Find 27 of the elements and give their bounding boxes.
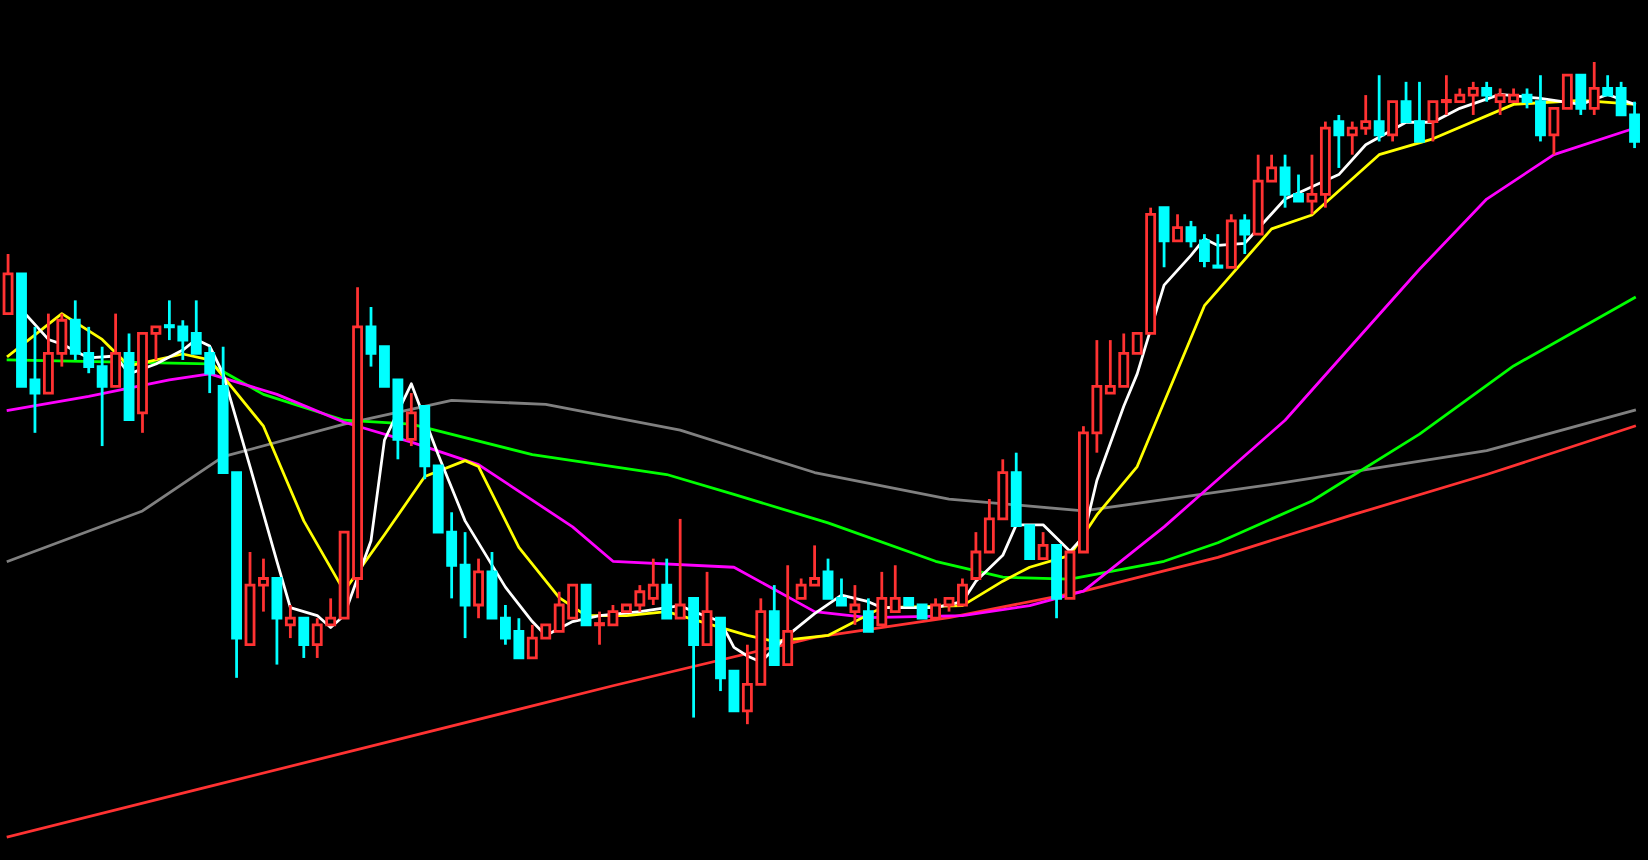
candlestick (1158, 206, 1170, 269)
candlestick (1387, 100, 1399, 143)
candlestick (674, 517, 686, 620)
candlestick (405, 391, 417, 448)
candlestick (1037, 530, 1049, 561)
candlestick (688, 596, 700, 719)
candlestick (1172, 212, 1183, 243)
candlestick (701, 570, 713, 647)
candlestick (1481, 80, 1493, 104)
candlestick (110, 312, 122, 388)
candlestick (782, 563, 794, 666)
candlestick (1225, 212, 1237, 269)
candlestick (1239, 212, 1251, 256)
candlestick (1333, 113, 1345, 170)
candlestick (298, 616, 310, 660)
candlestick (271, 577, 283, 666)
candlestick (284, 603, 296, 640)
candlestick (1588, 60, 1600, 117)
candlestick (1373, 73, 1385, 143)
candlestick (1575, 73, 1587, 117)
candlestick (580, 583, 592, 627)
candlestick (473, 557, 484, 620)
candlestick (862, 596, 874, 633)
candlestick (2, 252, 14, 316)
candlestick (661, 557, 673, 620)
candlestick (1212, 232, 1224, 269)
candlestick (849, 583, 861, 627)
